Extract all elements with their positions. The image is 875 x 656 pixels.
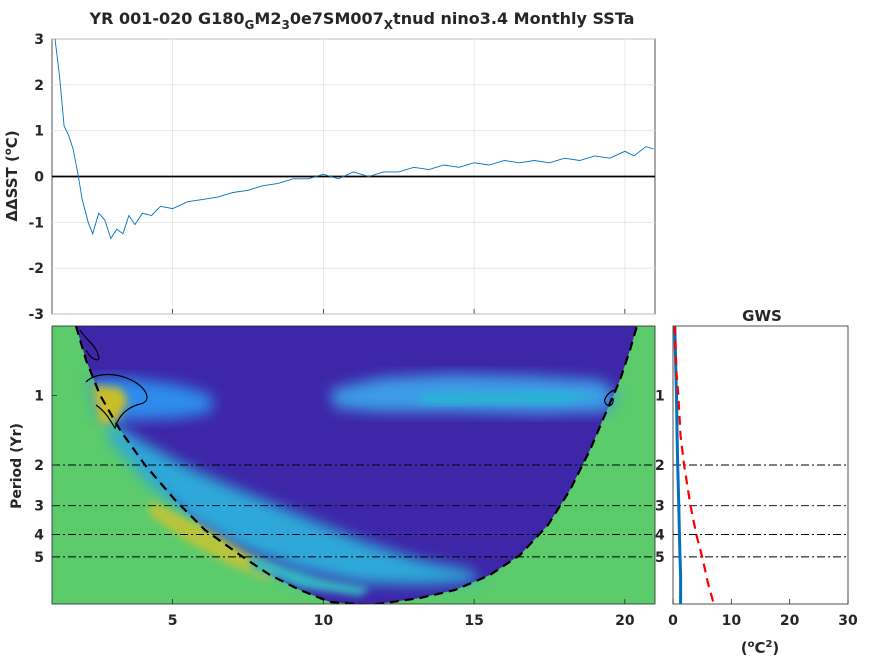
gws-y-tick-label: 2	[655, 458, 665, 474]
power-core-annual	[420, 391, 600, 404]
gws-spectrum-line	[673, 326, 683, 604]
wavelet-y-tick-label: 1	[34, 389, 44, 405]
timeseries-y-label: ΔΔSST (oC)	[3, 130, 21, 221]
wavelet-x-tick-label: 20	[615, 613, 635, 629]
gws-significance-line	[673, 326, 715, 604]
y-label-sup: o	[3, 148, 14, 155]
significance-contour-3	[604, 389, 616, 407]
gws-x-tick-label: 30	[838, 613, 858, 629]
sst-series-line	[54, 39, 654, 240]
wavelet-x-tick-label: 10	[314, 613, 334, 629]
title-sub-2: 3	[281, 18, 289, 32]
timeseries-y-tick-label: 3	[34, 32, 44, 48]
wavelet-reference-lines	[52, 464, 655, 558]
gws-y-tick-label: 3	[655, 499, 665, 515]
wavelet-y-tick-label: 5	[34, 550, 44, 566]
gws-x-label-c: C	[754, 639, 765, 656]
wavelet-panel: 1 2 3 4 5 5 10 15 20 Period (Yr)	[9, 325, 656, 629]
title-sub-3: X	[384, 18, 394, 32]
gws-x-label-close: )	[772, 639, 779, 656]
gws-x-label: (oC2)	[741, 639, 780, 656]
gws-y-tick-label: 1	[655, 389, 665, 405]
timeseries-y-tick-label: 0	[34, 170, 44, 186]
gws-reference-lines	[673, 464, 848, 558]
wavelet-x-ticks: 5 10 15 20	[168, 599, 635, 629]
power-core-diagonal-2	[250, 555, 370, 596]
wavelet-y-tick-label: 2	[34, 458, 44, 474]
wavelet-y-ticks: 1 2 3 4 5	[34, 389, 57, 566]
timeseries-y-tick-label: -1	[28, 215, 44, 231]
power-core-left	[92, 385, 128, 425]
significance-contour-1	[79, 329, 100, 361]
title-sub-1: G	[245, 18, 255, 32]
title-part-1: YR 001-020 G180	[89, 9, 245, 28]
gws-x-label-sup-2: 2	[765, 639, 772, 650]
timeseries-y-tick-label: -3	[28, 307, 44, 323]
timeseries-y-tick-label: 2	[34, 78, 44, 94]
title-part-4: tnud nino3.4 Monthly SSTa	[393, 9, 634, 28]
gws-x-label-sup-o: o	[748, 639, 755, 650]
title-part-2: M2	[254, 9, 281, 28]
gws-title: GWS	[742, 307, 782, 325]
power-core-diagonal	[150, 500, 280, 580]
wavelet-y-tick-label: 4	[34, 528, 44, 544]
y-label-delta: Δ	[3, 210, 21, 222]
significance-contour-2	[85, 373, 148, 430]
gws-x-label-open: (	[741, 639, 748, 656]
y-label-text: ΔSST (	[3, 155, 21, 210]
timeseries-panel: -3 -2 -1 0 1 2 3 ΔΔSST (oC)	[3, 32, 656, 323]
power-band-diagonal	[108, 420, 480, 585]
coi-boundary	[74, 326, 639, 604]
wavelet-y-tick-label: 3	[34, 499, 44, 515]
wavelet-power-highlights	[90, 374, 616, 596]
gws-x-ticks: 0 10 20 30	[668, 599, 858, 629]
gws-y-tick-label: 5	[655, 550, 665, 566]
wavelet-x-tick-label: 5	[168, 613, 178, 629]
gws-x-tick-label: 0	[668, 613, 678, 629]
chart-title: YR 001-020 G180GM230e7SM007Xtnud nino3.4…	[89, 9, 635, 32]
timeseries-y-ticks: -3 -2 -1 0 1 2 3	[28, 32, 44, 323]
title-part-3: 0e7SM007	[290, 9, 384, 28]
gws-y-tick-label: 4	[655, 528, 665, 544]
wavelet-y-label: Period (Yr)	[9, 423, 25, 509]
timeseries-y-tick-label: 1	[34, 124, 44, 140]
wavelet-x-tick-label: 15	[464, 613, 483, 629]
timeseries-y-tick-label: -2	[28, 261, 44, 277]
y-label-end: C)	[3, 130, 21, 148]
gws-x-tick-label: 20	[780, 613, 800, 629]
gws-y-ticks: 1 2 3 4 5	[655, 389, 665, 566]
gws-x-tick-label: 10	[722, 613, 742, 629]
